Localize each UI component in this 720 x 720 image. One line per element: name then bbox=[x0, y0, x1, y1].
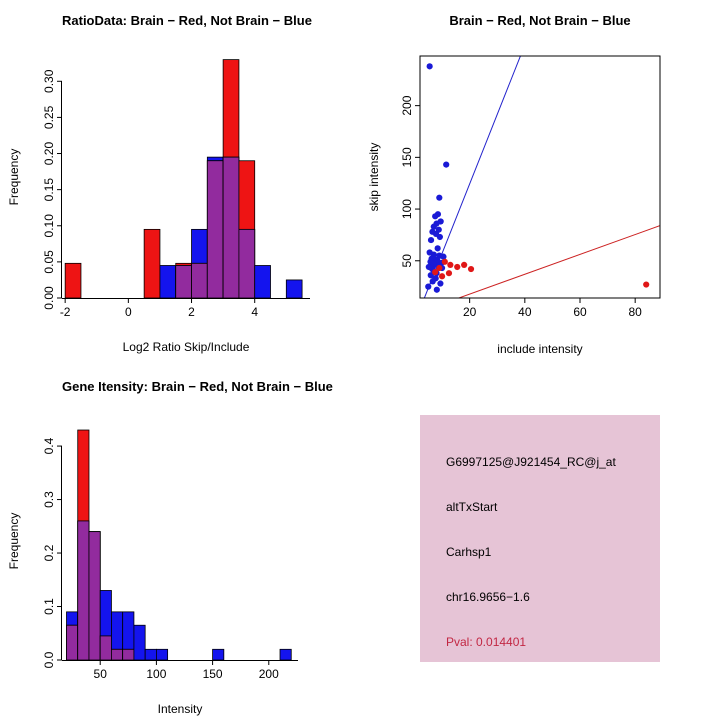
gene-histogram-ylabel: Frequency bbox=[7, 512, 21, 570]
panel-gene-info: G6997125@J921454_RC@j_at altTxStart Carh… bbox=[360, 360, 720, 720]
histogram-bars bbox=[64, 59, 303, 299]
svg-text:0.0: 0.0 bbox=[42, 651, 56, 668]
svg-text:200: 200 bbox=[400, 95, 414, 115]
panel-intensity-scatter: Brain − Red, Not Brain − Blue 20 40 60 80 50… bbox=[360, 0, 720, 360]
svg-text:200: 200 bbox=[259, 667, 279, 681]
svg-text:100: 100 bbox=[400, 199, 414, 219]
axes: 50 100 150 200 0.0 0.1 0.2 0.3 0.4 bbox=[42, 437, 298, 681]
svg-text:0.3: 0.3 bbox=[42, 491, 56, 508]
svg-text:80: 80 bbox=[628, 305, 642, 319]
svg-text:0.2: 0.2 bbox=[42, 544, 56, 561]
svg-text:40: 40 bbox=[518, 305, 532, 319]
svg-text:100: 100 bbox=[146, 667, 166, 681]
gene-info-box: G6997125@J921454_RC@j_at altTxStart Carh… bbox=[420, 415, 660, 662]
svg-text:60: 60 bbox=[573, 305, 587, 319]
axes: 20 40 60 80 50 100 150 200 bbox=[400, 55, 661, 319]
gene-intensity-histogram-plot: 50 100 150 200 0.0 0.1 0.2 0.3 0.4 bbox=[42, 429, 298, 681]
probe-id-text: G6997125@J921454_RC@j_at bbox=[446, 455, 616, 469]
svg-text:0.25: 0.25 bbox=[42, 105, 56, 129]
ratio-histogram-plot: -2 0 2 4 0.00 0.05 0.10 0.15 0.20 0.25 0.30 bbox=[42, 59, 310, 319]
scatter-xlabel: include intensity bbox=[497, 342, 583, 356]
event-type-text: altTxStart bbox=[446, 500, 498, 514]
svg-text:0.1: 0.1 bbox=[42, 598, 56, 615]
scatter-content bbox=[423, 56, 660, 298]
axes: -2 0 2 4 0.00 0.05 0.10 0.15 0.20 0.25 0.30 bbox=[42, 69, 310, 319]
svg-text:0.15: 0.15 bbox=[42, 178, 56, 202]
svg-text:0.05: 0.05 bbox=[42, 250, 56, 274]
scatter-ylabel: skip intensity bbox=[367, 142, 381, 212]
ratio-histogram-ylabel: Frequency bbox=[7, 148, 21, 206]
svg-text:0.30: 0.30 bbox=[42, 69, 56, 93]
ratio-histogram-xlabel: Log2 Ratio Skip/Include bbox=[122, 340, 250, 354]
points-brain--red- bbox=[432, 258, 650, 288]
svg-text:0.10: 0.10 bbox=[42, 214, 56, 238]
panel-gene-intensity-histogram: Gene Itensity: Brain − Red, Not Brain − … bbox=[0, 360, 360, 720]
panel-ratio-histogram: RatioData: Brain − Red, Not Brain − Blue… bbox=[0, 0, 360, 360]
gene-histogram-xlabel: Intensity bbox=[157, 702, 203, 716]
svg-text:-2: -2 bbox=[60, 305, 71, 319]
histogram-bars bbox=[66, 429, 292, 661]
gene-name-text: Carhsp1 bbox=[446, 545, 492, 559]
svg-text:150: 150 bbox=[400, 147, 414, 167]
svg-text:20: 20 bbox=[463, 305, 477, 319]
svg-text:0.00: 0.00 bbox=[42, 286, 56, 310]
locus-text: chr16.9656−1.6 bbox=[446, 590, 530, 604]
svg-text:0: 0 bbox=[125, 305, 132, 319]
svg-text:0.4: 0.4 bbox=[42, 437, 56, 454]
svg-text:50: 50 bbox=[94, 667, 108, 681]
points-not-brain--blue- bbox=[425, 63, 450, 293]
ratio-histogram-title: RatioData: Brain − Red, Not Brain − Blue bbox=[62, 13, 312, 28]
svg-text:50: 50 bbox=[400, 254, 414, 268]
pval-text: Pval: 0.014401 bbox=[446, 635, 527, 649]
svg-text:2: 2 bbox=[188, 305, 195, 319]
svg-text:0.20: 0.20 bbox=[42, 142, 56, 166]
svg-text:150: 150 bbox=[203, 667, 223, 681]
scatter-title: Brain − Red, Not Brain − Blue bbox=[449, 13, 631, 28]
gene-histogram-title: Gene Itensity: Brain − Red, Not Brain − … bbox=[62, 379, 333, 394]
brain-fit-line bbox=[457, 225, 660, 298]
svg-text:4: 4 bbox=[251, 305, 258, 319]
intensity-scatter-plot: 20 40 60 80 50 100 150 200 bbox=[400, 55, 661, 319]
